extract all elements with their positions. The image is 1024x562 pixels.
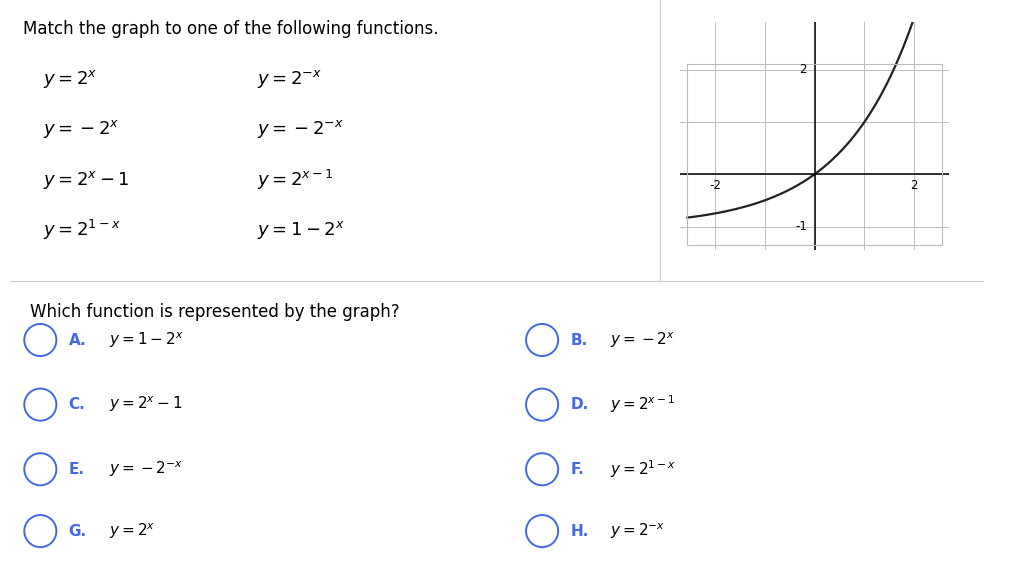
Text: Match the graph to one of the following functions.: Match the graph to one of the following … [24, 20, 438, 38]
Text: Which function is represented by the graph?: Which function is represented by the gra… [31, 303, 400, 321]
Text: $y = 2^x$: $y = 2^x$ [109, 522, 155, 541]
Text: B.: B. [570, 333, 588, 347]
Text: D.: D. [570, 397, 589, 412]
Bar [687, 64, 942, 245]
Text: $y = -2^{-x}$: $y = -2^{-x}$ [109, 460, 182, 479]
Text: $y = 2^{x-1}$: $y = 2^{x-1}$ [610, 394, 676, 415]
Text: A.: A. [69, 333, 86, 347]
Text: $y = -2^x$: $y = -2^x$ [43, 118, 119, 140]
Text: C.: C. [69, 397, 85, 412]
Text: $y = 2^{1-x}$: $y = 2^{1-x}$ [43, 219, 121, 242]
Text: $y = 2^{-x}$: $y = 2^{-x}$ [610, 522, 666, 541]
Text: -1: -1 [796, 220, 807, 233]
Text: $y = 2^x$: $y = 2^x$ [43, 67, 97, 90]
Text: $y = -2^x$: $y = -2^x$ [610, 330, 676, 350]
Text: $y = 2^{1-x}$: $y = 2^{1-x}$ [610, 459, 677, 480]
Text: G.: G. [69, 524, 87, 538]
Text: E.: E. [69, 462, 84, 477]
Text: $y = 2^x - 1$: $y = 2^x - 1$ [43, 169, 129, 191]
Text: $y = -2^{-x}$: $y = -2^{-x}$ [257, 118, 344, 140]
Text: $y = 2^{x-1}$: $y = 2^{x-1}$ [257, 168, 334, 192]
Text: $y = 2^{-x}$: $y = 2^{-x}$ [257, 67, 323, 90]
Text: 2: 2 [800, 63, 807, 76]
Text: 2: 2 [910, 179, 919, 192]
Text: F.: F. [570, 462, 584, 477]
Text: H.: H. [570, 524, 589, 538]
Text: $y = 2^x - 1$: $y = 2^x - 1$ [109, 395, 182, 414]
Text: $y = 1 - 2^x$: $y = 1 - 2^x$ [109, 330, 183, 350]
Text: -2: -2 [709, 179, 721, 192]
Text: $y = 1 - 2^x$: $y = 1 - 2^x$ [257, 219, 345, 242]
